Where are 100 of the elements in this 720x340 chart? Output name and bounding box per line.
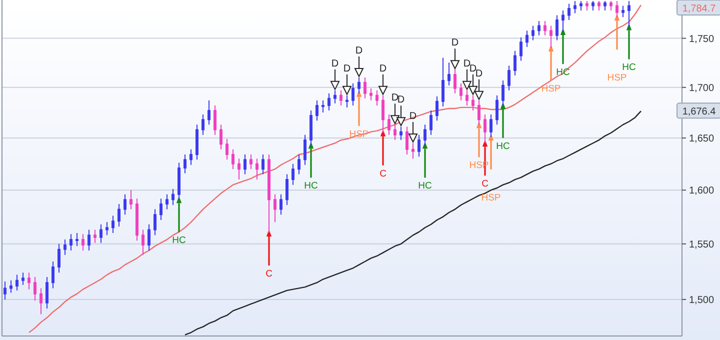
candlestick bbox=[190, 148, 192, 166]
candlestick bbox=[136, 198, 138, 242]
candlestick bbox=[622, 5, 624, 18]
point bbox=[342, 86, 352, 95]
candlestick bbox=[406, 126, 408, 155]
candlestick bbox=[298, 154, 300, 175]
candlestick bbox=[496, 94, 498, 126]
candlestick bbox=[352, 82, 354, 106]
candlestick bbox=[574, 0, 576, 14]
candlestick bbox=[112, 215, 114, 234]
candlestick bbox=[4, 280, 6, 300]
text: HC bbox=[172, 235, 186, 246]
candlestick bbox=[514, 50, 516, 76]
y-tick-label: 1,600 bbox=[689, 186, 714, 197]
candlestick bbox=[34, 276, 36, 302]
y-tick-label: 1,700 bbox=[689, 82, 714, 94]
line-series bbox=[28, 4, 642, 334]
candlestick bbox=[400, 126, 402, 141]
candlestick bbox=[586, 0, 588, 11]
candlestick bbox=[274, 194, 276, 223]
candlestick bbox=[130, 190, 132, 210]
legend-label: D bbox=[343, 63, 351, 74]
candlestick bbox=[124, 194, 126, 216]
text: HSP bbox=[541, 84, 561, 94]
line-series bbox=[184, 110, 642, 336]
candlestick bbox=[82, 234, 84, 251]
candlestick bbox=[148, 224, 150, 251]
candlestick bbox=[154, 208, 156, 236]
candlestick bbox=[364, 76, 366, 99]
y-tick-label: 1,550 bbox=[689, 239, 714, 250]
text: HSP bbox=[607, 72, 627, 84]
candlestick bbox=[598, 0, 600, 11]
candlestick bbox=[592, 0, 594, 11]
point bbox=[396, 117, 406, 126]
candlestick bbox=[142, 229, 144, 256]
candlestick bbox=[346, 94, 348, 108]
candlestick bbox=[256, 158, 258, 180]
candlestick bbox=[262, 154, 264, 175]
candlestick bbox=[436, 96, 438, 122]
candlestick bbox=[118, 203, 120, 228]
candlestick bbox=[412, 142, 414, 160]
candlestick bbox=[604, 0, 606, 11]
candlestick bbox=[10, 280, 12, 294]
candlestick bbox=[466, 90, 468, 106]
y-tick-label: 1,650 bbox=[689, 133, 714, 144]
candlestick bbox=[52, 260, 54, 289]
candlestick bbox=[370, 88, 372, 101]
candlestick bbox=[460, 82, 462, 101]
text: D bbox=[463, 58, 471, 70]
candlestick bbox=[100, 224, 102, 244]
text: C bbox=[266, 268, 273, 280]
candlestick bbox=[286, 174, 288, 206]
point bbox=[474, 90, 484, 100]
candlestick bbox=[172, 188, 174, 206]
text: HC bbox=[496, 140, 510, 152]
candlestick bbox=[202, 114, 204, 136]
candlestick bbox=[184, 154, 186, 174]
candlestick bbox=[160, 198, 162, 221]
candlestick bbox=[214, 104, 216, 136]
point bbox=[330, 80, 340, 90]
candlestick bbox=[454, 69, 456, 94]
y-tick-label: 1,500 bbox=[689, 294, 714, 306]
candlestick bbox=[388, 114, 390, 136]
text: 1,784.7 bbox=[682, 4, 716, 14]
candlestick bbox=[538, 20, 540, 36]
candlestick bbox=[76, 232, 78, 247]
point bbox=[390, 115, 400, 124]
text: HC bbox=[622, 62, 636, 74]
candlestick bbox=[508, 65, 510, 91]
candlestick bbox=[580, 0, 582, 11]
text: D bbox=[391, 92, 399, 104]
text: HC bbox=[418, 180, 432, 192]
text: C bbox=[482, 178, 488, 190]
point bbox=[354, 68, 364, 78]
candlestick bbox=[238, 158, 240, 180]
candlestick bbox=[556, 14, 558, 41]
candlestick bbox=[394, 124, 396, 141]
candlestick bbox=[94, 229, 96, 244]
text: D bbox=[355, 46, 363, 57]
candlestick bbox=[544, 20, 546, 36]
text: D bbox=[397, 94, 405, 106]
text: HSP bbox=[481, 192, 501, 204]
text: D bbox=[379, 63, 387, 74]
candlestick bbox=[244, 154, 246, 175]
candlestick bbox=[448, 62, 450, 86]
candlestick bbox=[220, 124, 222, 150]
candlestick bbox=[88, 229, 90, 251]
candlestick bbox=[472, 94, 474, 111]
candlestick bbox=[106, 222, 108, 236]
candlestick bbox=[328, 92, 330, 111]
point bbox=[462, 80, 472, 90]
candlestick bbox=[70, 234, 72, 251]
candlestick bbox=[232, 148, 234, 170]
text: D bbox=[451, 38, 459, 49]
candlestick bbox=[376, 90, 378, 106]
candlestick bbox=[430, 110, 432, 136]
text: D bbox=[331, 58, 339, 70]
candlestick bbox=[316, 100, 318, 122]
point bbox=[408, 133, 418, 142]
candlestick bbox=[226, 138, 228, 160]
